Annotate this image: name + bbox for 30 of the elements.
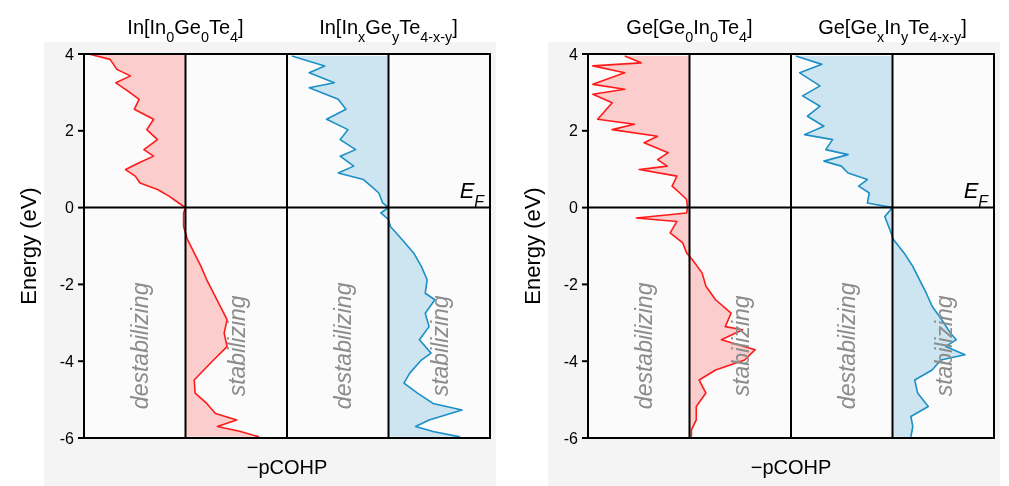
ref-line-label: E$_{F}$: [459, 177, 486, 210]
chart-title: In[In$_{x}$Ge$_{y}$Te$_{4-x-y}$]: [319, 16, 458, 45]
y-tick-label: 4: [569, 45, 579, 63]
annotation: stabilizing: [223, 295, 250, 397]
y-tick-label: 4: [65, 45, 75, 63]
y-axis-title: Energy (eV): [520, 187, 545, 305]
y-tick-label: 0: [569, 199, 579, 217]
annotation: stabilizing: [930, 295, 957, 397]
x-axis-title: −pCOHP: [246, 456, 328, 478]
ref-line-label: E$_{F}$: [963, 177, 990, 210]
annotation: destabilizing: [834, 282, 861, 410]
annotation: destabilizing: [127, 282, 154, 410]
y-tick-label: -6: [563, 429, 579, 447]
chart-title: Ge[Ge$_{x}$In$_{y}$Te$_{4-x-y}$]: [818, 16, 967, 45]
y-tick-label: -4: [563, 352, 579, 370]
annotation: destabilizing: [631, 282, 658, 410]
chart-title: In[In$_{0}$Ge$_{0}$Te$_{4}$]: [127, 16, 244, 45]
chart-title: Ge[Ge$_{0}$In$_{0}$Te$_{4}$]: [626, 16, 753, 45]
annotation: stabilizing: [727, 295, 754, 397]
y-tick-label: 2: [569, 122, 579, 140]
y-tick-label: -2: [563, 275, 579, 293]
y-tick-label: 2: [65, 122, 75, 140]
y-axis-title: Energy (eV): [16, 187, 41, 305]
y-tick-label: -2: [59, 275, 75, 293]
annotation: stabilizing: [426, 295, 453, 397]
annotation: destabilizing: [330, 282, 357, 410]
y-tick-label: -6: [59, 429, 75, 447]
y-tick-label: 0: [65, 199, 75, 217]
x-axis-title: −pCOHP: [750, 456, 832, 478]
y-tick-label: -4: [59, 352, 75, 370]
